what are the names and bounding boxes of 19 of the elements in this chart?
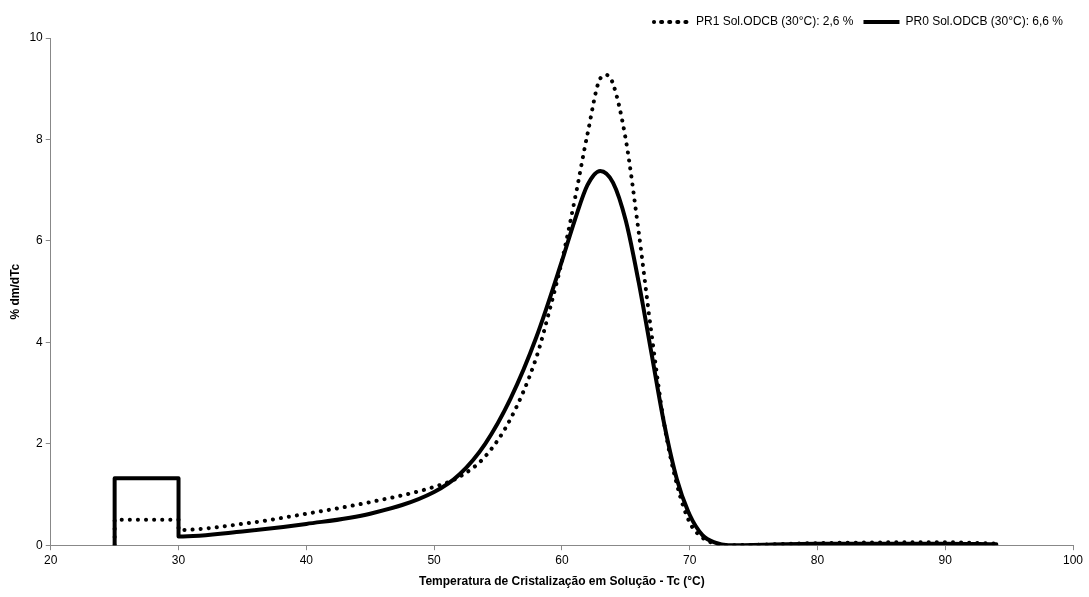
legend-label: PR1 Sol.ODCB (30°C): 2,6 % — [695, 14, 854, 29]
y-tick-label: 8 — [36, 131, 44, 146]
x-tick-label: 50 — [427, 552, 442, 567]
y-tick-label: 2 — [36, 436, 44, 451]
x-tick-label: 40 — [299, 552, 314, 567]
y-axis-title: % dm/dTc — [7, 263, 22, 320]
x-tick-label: 20 — [44, 552, 58, 567]
x-axis-title: Temperatura de Cristalização em Solução - Tc (°C) — [418, 574, 705, 589]
x-tick-label: 100 — [1062, 552, 1084, 567]
x-tick-label: 60 — [555, 552, 569, 567]
x-tick-label: 70 — [682, 552, 697, 567]
y-tick-label: 0 — [36, 537, 44, 552]
legend-label: PR0 Sol.ODCB (30°C): 6,6 % — [905, 14, 1064, 29]
y-tick-label: 6 — [36, 233, 44, 248]
y-tick-label: 4 — [36, 334, 44, 349]
y-tick-label: 10 — [29, 30, 44, 45]
x-tick-label: 80 — [810, 552, 825, 567]
x-tick-label: 30 — [171, 552, 186, 567]
x-tick-label: 90 — [938, 552, 953, 567]
